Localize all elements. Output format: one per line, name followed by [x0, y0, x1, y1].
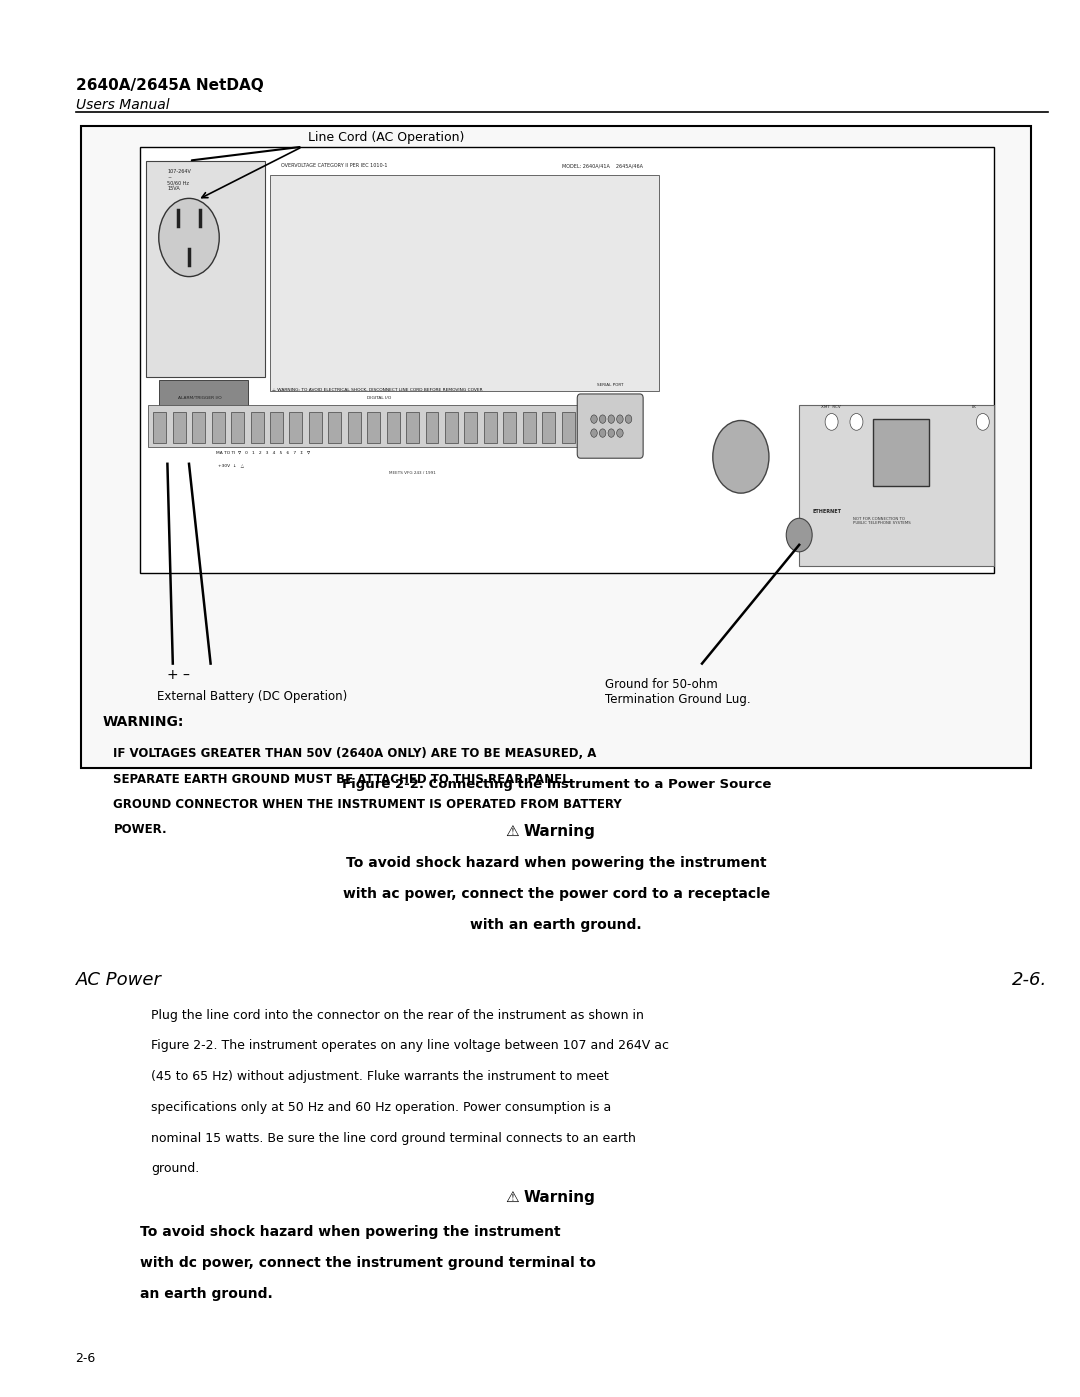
FancyBboxPatch shape [503, 412, 516, 443]
Text: WARNING:: WARNING: [103, 715, 184, 729]
Text: IF VOLTAGES GREATER THAN 50V (2640A ONLY) ARE TO BE MEASURED, A: IF VOLTAGES GREATER THAN 50V (2640A ONLY… [113, 747, 597, 760]
FancyBboxPatch shape [231, 412, 244, 443]
Text: External Battery (DC Operation): External Battery (DC Operation) [157, 690, 347, 703]
Text: ⚠: ⚠ [504, 824, 518, 840]
Text: POWER.: POWER. [113, 823, 167, 835]
Text: 2-6: 2-6 [76, 1352, 96, 1365]
FancyBboxPatch shape [328, 412, 341, 443]
Circle shape [159, 198, 219, 277]
FancyBboxPatch shape [192, 412, 205, 443]
FancyBboxPatch shape [542, 412, 555, 443]
Circle shape [976, 414, 989, 430]
FancyBboxPatch shape [406, 412, 419, 443]
Circle shape [825, 414, 838, 430]
FancyBboxPatch shape [799, 405, 994, 566]
Text: Users Manual: Users Manual [76, 98, 170, 112]
Text: ALARM/TRIGGER I/O: ALARM/TRIGGER I/O [178, 395, 221, 400]
Circle shape [617, 415, 623, 423]
FancyBboxPatch shape [348, 412, 361, 443]
Text: an earth ground.: an earth ground. [140, 1287, 273, 1301]
FancyBboxPatch shape [140, 147, 994, 573]
FancyBboxPatch shape [159, 380, 248, 419]
Text: MA TO TI  ∇   0   1   2   3   4   5   6   7   Σ   ∇: MA TO TI ∇ 0 1 2 3 4 5 6 7 Σ ∇ [216, 451, 310, 455]
Text: MODEL: 2640A/41A    2645A/46A: MODEL: 2640A/41A 2645A/46A [562, 163, 643, 169]
Text: Figure 2-2. Connecting the Instrument to a Power Source: Figure 2-2. Connecting the Instrument to… [341, 778, 771, 791]
Text: SEPARATE EARTH GROUND MUST BE ATTACHED TO THIS REAR PANEL: SEPARATE EARTH GROUND MUST BE ATTACHED T… [113, 773, 570, 785]
Text: Ground for 50-ohm
Termination Ground Lug.: Ground for 50-ohm Termination Ground Lug… [605, 678, 751, 705]
Circle shape [850, 414, 863, 430]
Circle shape [608, 415, 615, 423]
FancyBboxPatch shape [153, 412, 166, 443]
FancyBboxPatch shape [523, 412, 536, 443]
Text: LK: LK [972, 405, 977, 409]
FancyBboxPatch shape [367, 412, 380, 443]
Text: Warning: Warning [524, 824, 596, 840]
Text: ETHERNET: ETHERNET [812, 509, 841, 514]
FancyBboxPatch shape [562, 412, 575, 443]
Text: with ac power, connect the power cord to a receptacle: with ac power, connect the power cord to… [342, 887, 770, 901]
FancyBboxPatch shape [251, 412, 264, 443]
FancyBboxPatch shape [464, 412, 477, 443]
FancyBboxPatch shape [270, 175, 659, 391]
Circle shape [617, 429, 623, 437]
FancyBboxPatch shape [173, 412, 186, 443]
Circle shape [599, 415, 606, 423]
Text: AC Power: AC Power [76, 971, 162, 989]
Text: XMT  RCV: XMT RCV [821, 405, 840, 409]
FancyBboxPatch shape [577, 394, 643, 458]
Circle shape [599, 429, 606, 437]
FancyBboxPatch shape [289, 412, 302, 443]
FancyBboxPatch shape [146, 161, 265, 377]
Text: Plug the line cord into the connector on the rear of the instrument as shown in: Plug the line cord into the connector on… [151, 1009, 644, 1021]
Text: ⚠: ⚠ [504, 1190, 518, 1206]
Text: with dc power, connect the instrument ground terminal to: with dc power, connect the instrument gr… [140, 1256, 596, 1270]
Circle shape [608, 429, 615, 437]
Text: SERIAL PORT: SERIAL PORT [597, 383, 623, 387]
Text: To avoid shock hazard when powering the instrument: To avoid shock hazard when powering the … [346, 856, 767, 870]
Text: specifications only at 50 Hz and 60 Hz operation. Power consumption is a: specifications only at 50 Hz and 60 Hz o… [151, 1101, 611, 1113]
Text: 2640A/2645A NetDAQ: 2640A/2645A NetDAQ [76, 78, 264, 94]
Circle shape [625, 415, 632, 423]
Text: MEETS VFG 243 / 1991: MEETS VFG 243 / 1991 [389, 471, 435, 475]
Text: with an earth ground.: with an earth ground. [471, 918, 642, 932]
Text: 107-264V
~
50/60 Hz
15VA: 107-264V ~ 50/60 Hz 15VA [167, 169, 191, 191]
Text: Figure 2-2. The instrument operates on any line voltage between 107 and 264V ac: Figure 2-2. The instrument operates on a… [151, 1039, 670, 1052]
Circle shape [591, 415, 597, 423]
FancyBboxPatch shape [387, 412, 400, 443]
Text: nominal 15 watts. Be sure the line cord ground terminal connects to an earth: nominal 15 watts. Be sure the line cord … [151, 1132, 636, 1144]
Text: GROUND CONNECTOR WHEN THE INSTRUMENT IS OPERATED FROM BATTERY: GROUND CONNECTOR WHEN THE INSTRUMENT IS … [113, 798, 622, 810]
FancyBboxPatch shape [426, 412, 438, 443]
Text: OVERVOLTAGE CATEGORY II PER IEC 1010-1: OVERVOLTAGE CATEGORY II PER IEC 1010-1 [281, 163, 388, 169]
Text: NOT FOR CONNECTION TO
PUBLIC TELEPHONE SYSTEMS: NOT FOR CONNECTION TO PUBLIC TELEPHONE S… [853, 517, 910, 525]
Text: (45 to 65 Hz) without adjustment. Fluke warrants the instrument to meet: (45 to 65 Hz) without adjustment. Fluke … [151, 1070, 609, 1083]
Circle shape [591, 429, 597, 437]
FancyBboxPatch shape [270, 412, 283, 443]
FancyBboxPatch shape [873, 419, 929, 486]
Text: + –: + – [167, 668, 190, 682]
FancyBboxPatch shape [212, 412, 225, 443]
Text: Line Cord (AC Operation): Line Cord (AC Operation) [308, 131, 464, 144]
Text: +30V  ↓   △: +30V ↓ △ [218, 464, 244, 468]
FancyBboxPatch shape [81, 126, 1031, 768]
FancyBboxPatch shape [148, 405, 583, 447]
Circle shape [786, 518, 812, 552]
Text: DIGITAL I/O: DIGITAL I/O [367, 395, 391, 400]
FancyBboxPatch shape [309, 412, 322, 443]
FancyBboxPatch shape [484, 412, 497, 443]
Text: Warning: Warning [524, 1190, 596, 1206]
Text: ⚠ WARNING: TO AVOID ELECTRICAL SHOCK, DISCONNECT LINE CORD BEFORE REMOVING COVER: ⚠ WARNING: TO AVOID ELECTRICAL SHOCK, DI… [272, 388, 483, 393]
FancyBboxPatch shape [445, 412, 458, 443]
Text: To avoid shock hazard when powering the instrument: To avoid shock hazard when powering the … [140, 1225, 561, 1239]
Text: 2-6.: 2-6. [1012, 971, 1048, 989]
Text: ground.: ground. [151, 1162, 200, 1175]
Circle shape [713, 420, 769, 493]
